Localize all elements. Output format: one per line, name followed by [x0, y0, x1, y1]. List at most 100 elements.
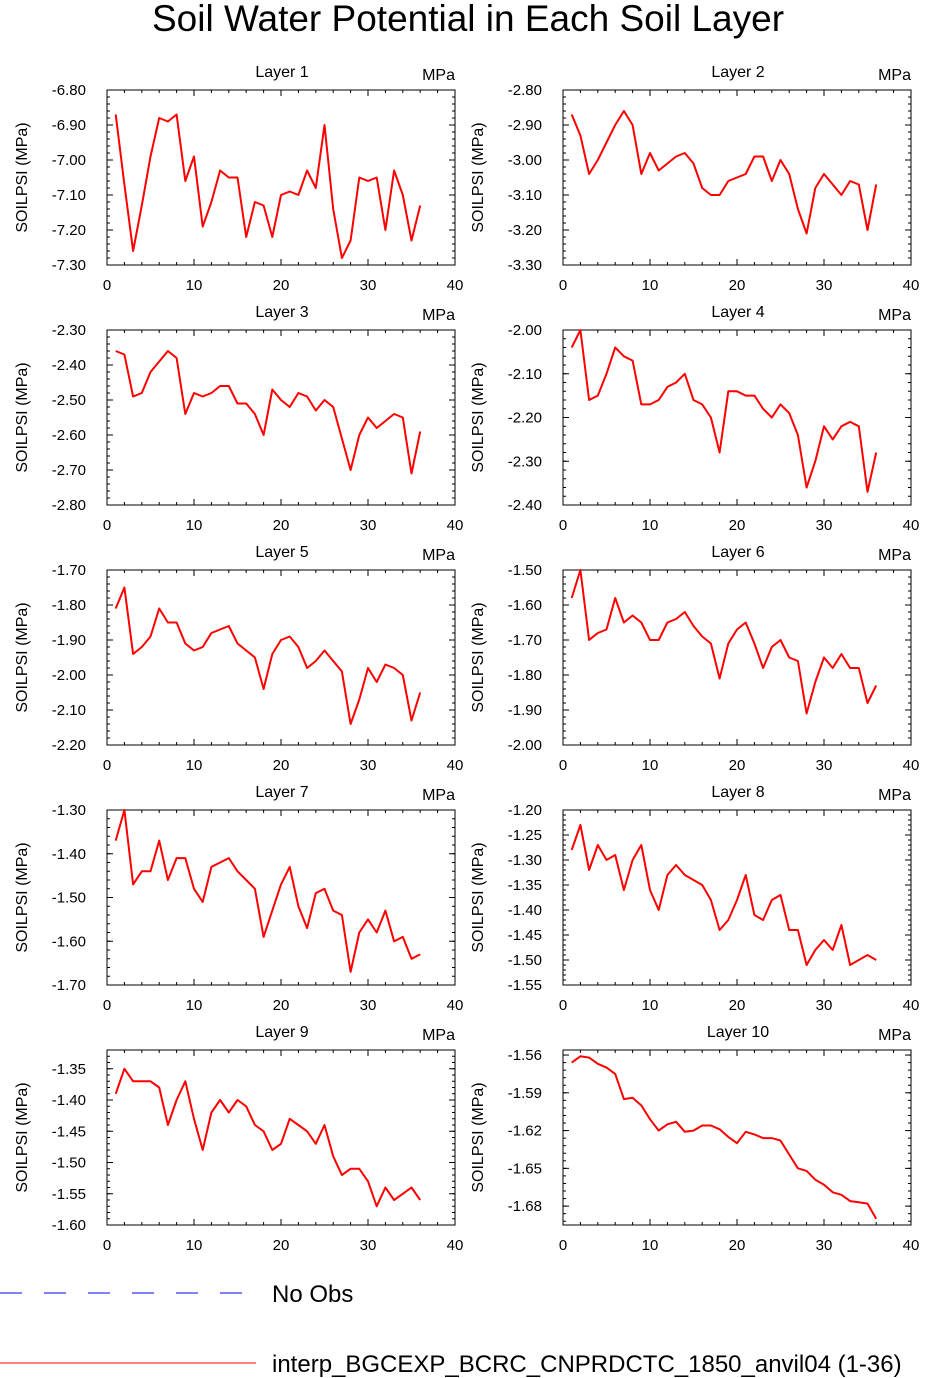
y-tick-label: -2.40	[52, 357, 86, 374]
y-tick-label: -3.10	[508, 187, 542, 204]
plot-frame	[106, 89, 456, 266]
x-tick-label: 10	[642, 997, 659, 1014]
legend: No Obs interp_BGCEXP_BCRC_CNPRDCTC_1850_…	[0, 1281, 902, 1378]
x-tick-label: 0	[559, 277, 567, 294]
x-tick-label: 40	[447, 997, 464, 1014]
x-tick-label: 0	[559, 757, 567, 774]
y-axis-label: SOILPSI (MPa)	[14, 602, 31, 712]
panel-layer-1: Layer 1 MPa SOILPSI (MPa) 0 10 20 30 40 -6.80 -6.…	[14, 64, 463, 294]
legend-obs-label: No Obs	[272, 1281, 353, 1308]
y-tick-label: -2.30	[52, 322, 86, 339]
panel-layer-7: Layer 7 MPa SOILPSI (MPa) 0 10 20 30 40 -1.30 -1.…	[14, 784, 463, 1014]
series-line-layer-3	[115, 350, 422, 475]
y-tick-label: -1.50	[508, 952, 542, 969]
plot-frame	[562, 329, 912, 506]
x-tick-label: 40	[903, 1237, 920, 1254]
series-line-layer-8	[570, 824, 877, 966]
y-tick-label: -1.90	[508, 702, 542, 719]
units-label: MPa	[422, 67, 455, 84]
y-tick-label: -7.10	[52, 187, 86, 204]
x-tick-label: 10	[642, 277, 659, 294]
x-tick-label: 0	[559, 1237, 567, 1254]
y-tick-label: -6.90	[52, 117, 86, 134]
series-line-layer-7	[114, 809, 421, 973]
x-tick-label: 0	[103, 757, 111, 774]
plot-frame	[106, 569, 456, 746]
y-tick-label: -1.60	[52, 1217, 86, 1234]
x-tick-label: 10	[642, 757, 659, 774]
y-axis-label: SOILPSI (MPa)	[14, 842, 31, 952]
figure-title: Soil Water Potential in Each Soil Layer	[152, 0, 784, 39]
plot-frame	[106, 809, 456, 986]
x-tick-label: 10	[186, 997, 203, 1014]
panel-title: Layer 2	[711, 64, 764, 81]
y-tick-label: -1.62	[508, 1123, 542, 1140]
panel-layer-9: Layer 9 MPa SOILPSI (MPa) 0 10 20 30 40 -1.35 -1.…	[14, 1024, 463, 1254]
y-tick-label: -7.20	[52, 222, 86, 239]
panel-layer-5: Layer 5 MPa SOILPSI (MPa) 0 10 20 30 40 -1.70 -1.…	[14, 544, 463, 774]
y-tick-label: -2.40	[508, 497, 542, 514]
y-tick-label: -1.56	[508, 1047, 542, 1064]
y-axis-label: SOILPSI (MPa)	[14, 1082, 31, 1192]
y-tick-label: -3.00	[508, 152, 542, 169]
x-tick-label: 30	[816, 517, 833, 534]
y-tick-label: -1.59	[508, 1085, 542, 1102]
panel-layer-4: Layer 4 MPa SOILPSI (MPa) 0 10 20 30 40 -2.00 -2.…	[470, 304, 919, 534]
series-line-layer-2	[570, 110, 878, 235]
x-tick-label: 20	[273, 1237, 290, 1254]
y-tick-label: -2.30	[508, 453, 542, 470]
panel-layer-8: Layer 8 MPa SOILPSI (MPa) 0 10 20 30 40 -1.20 -1.…	[470, 784, 919, 1014]
y-tick-label: -7.00	[52, 152, 86, 169]
y-axis-label: SOILPSI (MPa)	[14, 362, 31, 472]
x-tick-label: 0	[103, 277, 111, 294]
x-tick-label: 20	[273, 997, 290, 1014]
y-tick-label: -1.68	[508, 1198, 542, 1215]
y-tick-label: -1.60	[508, 597, 542, 614]
x-tick-label: 0	[559, 997, 567, 1014]
panel-title: Layer 9	[255, 1024, 308, 1041]
x-tick-label: 20	[729, 757, 746, 774]
panel-layer-3: Layer 3 MPa SOILPSI (MPa) 0 10 20 30 40 -2.30 -2.…	[14, 304, 463, 534]
panel-title: Layer 4	[711, 304, 764, 321]
units-label: MPa	[422, 547, 455, 564]
x-tick-label: 40	[447, 517, 464, 534]
x-tick-label: 0	[103, 1237, 111, 1254]
units-label: MPa	[878, 547, 911, 564]
x-tick-label: 40	[903, 997, 920, 1014]
y-tick-label: -1.60	[52, 933, 86, 950]
y-tick-label: -2.10	[508, 366, 542, 383]
plot-frame	[562, 569, 912, 746]
y-tick-label: -1.40	[52, 846, 86, 863]
y-tick-label: -1.50	[508, 562, 542, 579]
y-tick-label: -1.65	[508, 1160, 542, 1177]
x-tick-label: 20	[729, 1237, 746, 1254]
panel-title: Layer 7	[255, 784, 308, 801]
y-tick-label: -1.35	[508, 877, 542, 894]
y-axis-label: SOILPSI (MPa)	[470, 362, 487, 472]
y-tick-label: -1.45	[52, 1123, 86, 1140]
y-tick-label: -1.50	[52, 890, 86, 907]
y-tick-label: -1.80	[508, 667, 542, 684]
y-tick-label: -2.60	[52, 427, 86, 444]
x-tick-label: 10	[186, 277, 203, 294]
x-tick-label: 0	[559, 517, 567, 534]
y-tick-label: -1.30	[508, 852, 542, 869]
series-line-layer-5	[114, 586, 422, 725]
y-tick-label: -1.35	[52, 1061, 86, 1078]
x-tick-label: 30	[360, 517, 377, 534]
y-tick-label: -1.80	[52, 597, 86, 614]
x-tick-label: 20	[273, 277, 290, 294]
units-label: MPa	[422, 787, 455, 804]
x-tick-label: 40	[903, 517, 920, 534]
x-tick-label: 20	[729, 277, 746, 294]
plot-frame	[106, 1049, 456, 1226]
y-tick-label: -2.80	[508, 82, 542, 99]
y-tick-label: -1.45	[508, 927, 542, 944]
x-tick-label: 20	[273, 757, 290, 774]
x-tick-label: 30	[360, 997, 377, 1014]
y-tick-label: -1.70	[508, 632, 542, 649]
y-tick-label: -6.80	[52, 82, 86, 99]
units-label: MPa	[878, 1027, 911, 1044]
y-tick-label: -1.70	[52, 977, 86, 994]
